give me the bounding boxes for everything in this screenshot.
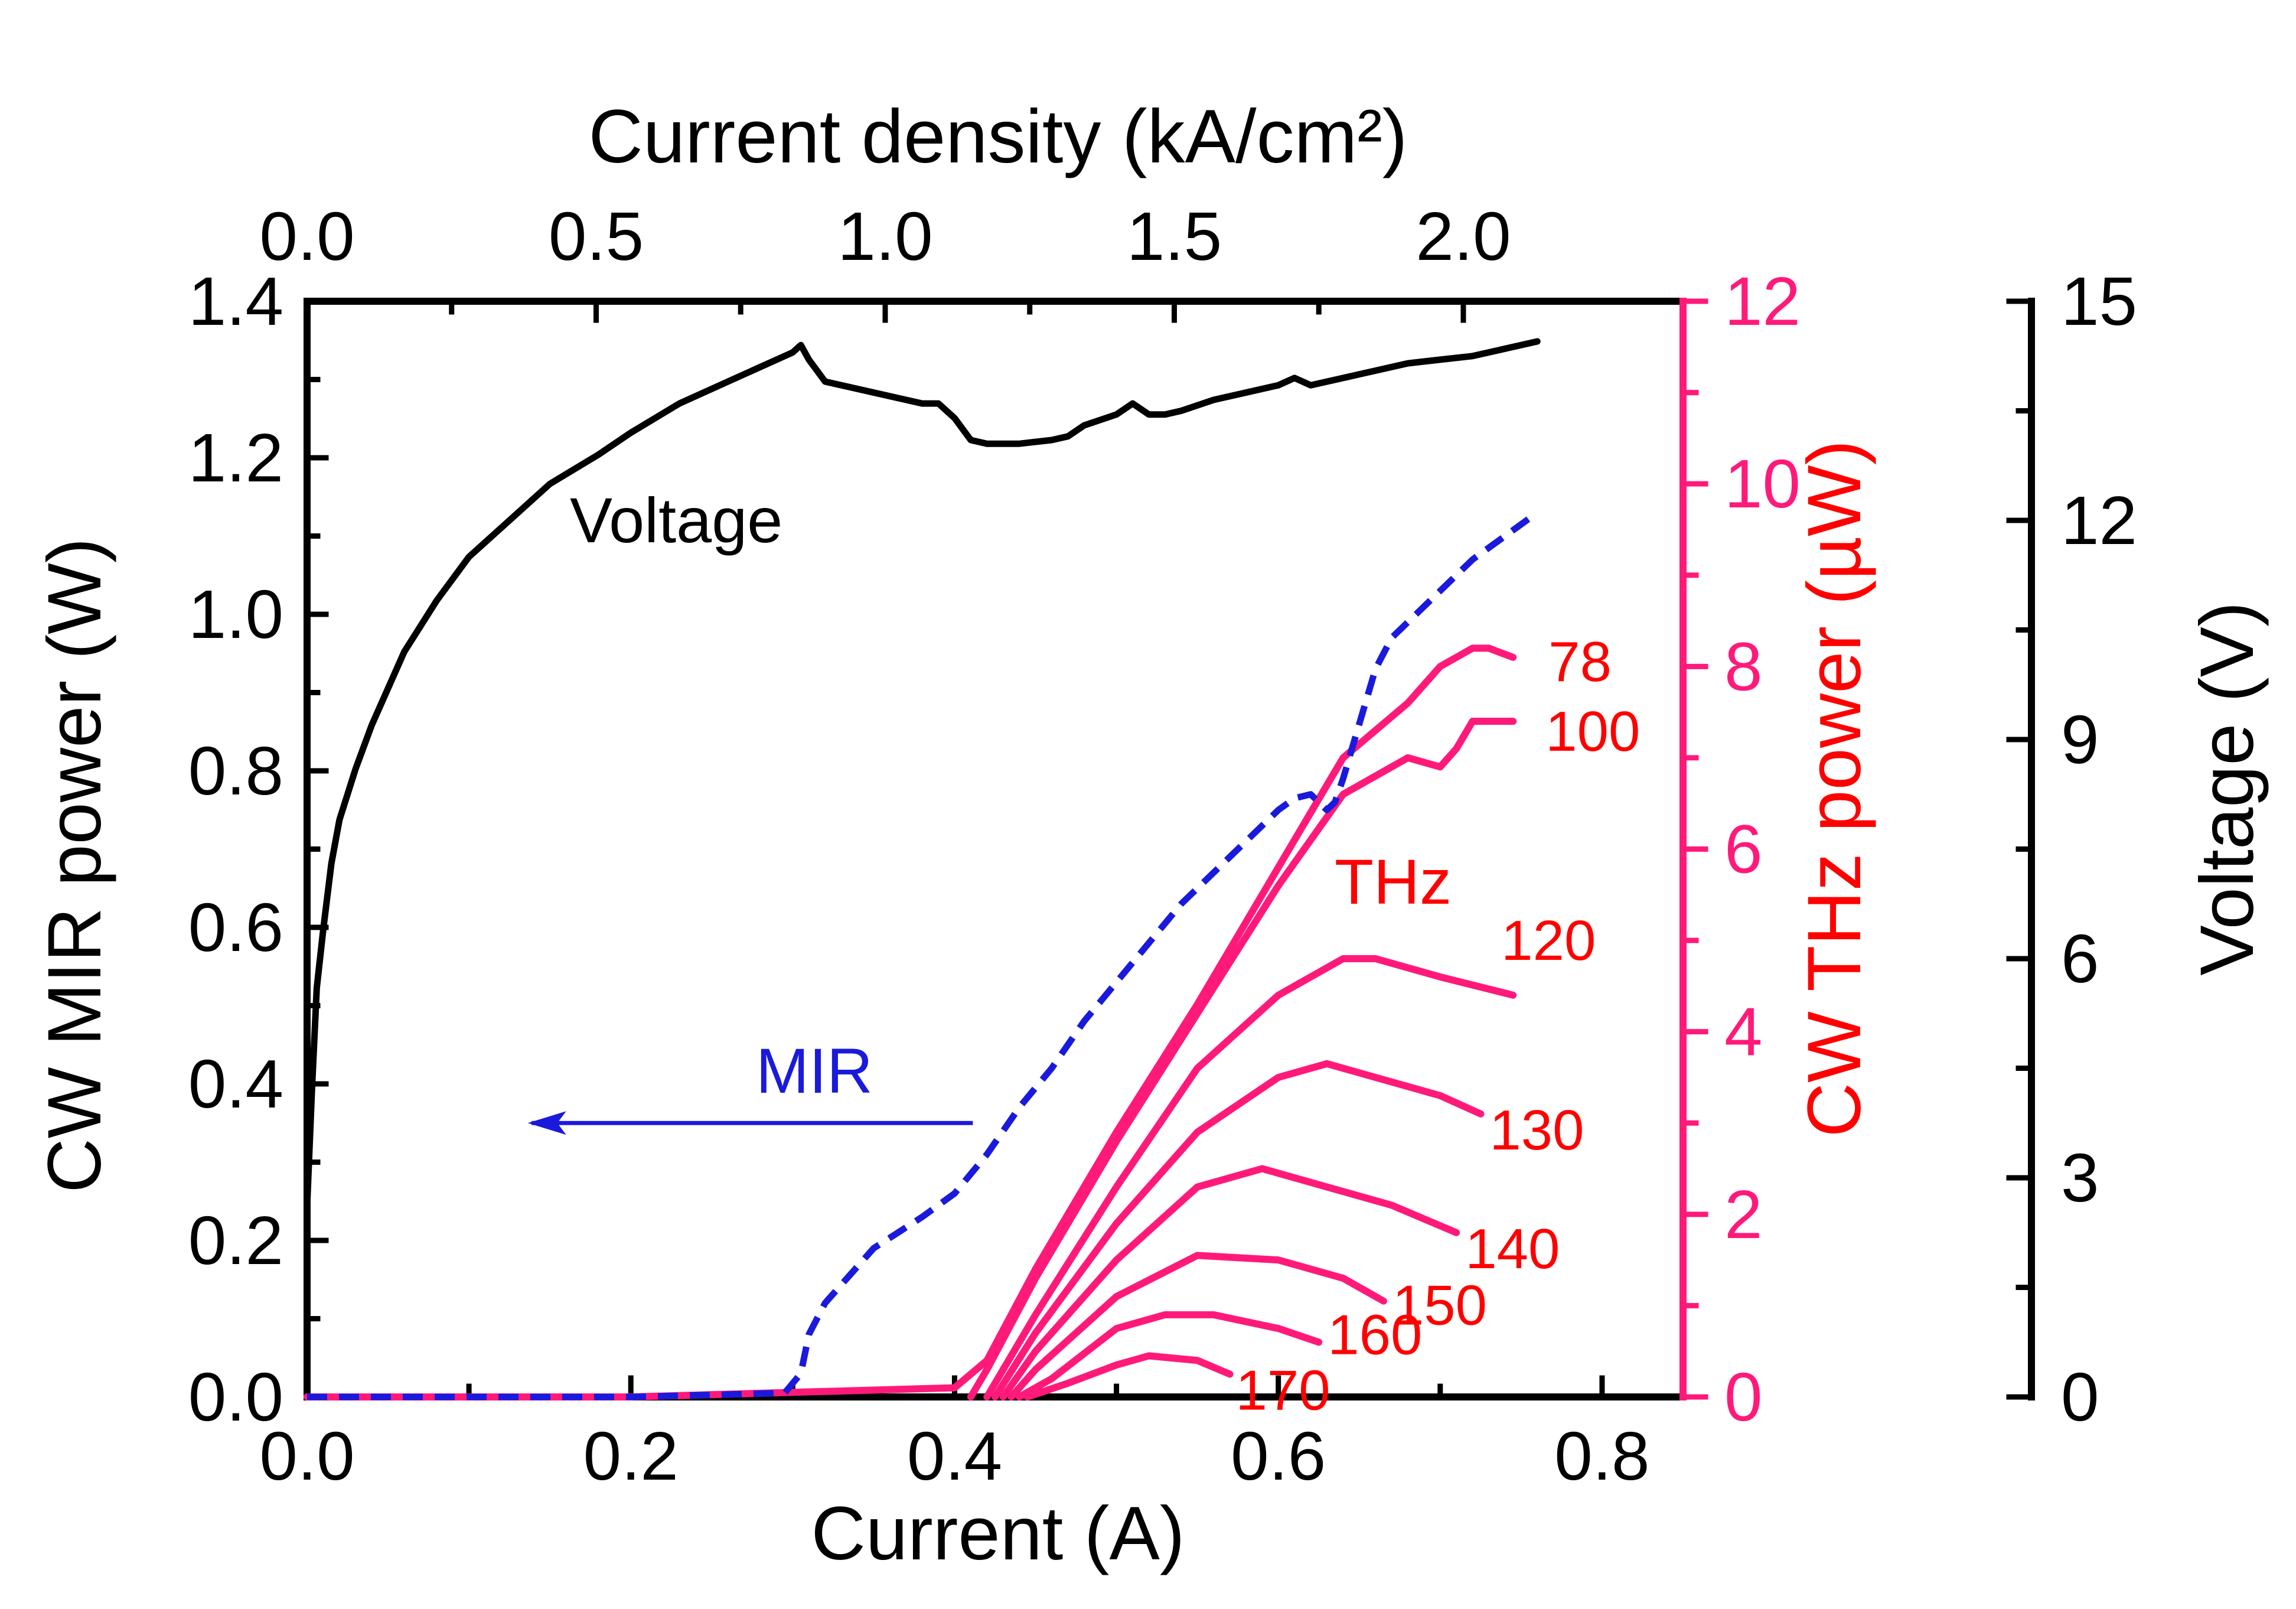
- thz-curve-label-120: 120: [1501, 909, 1596, 972]
- thz-curve-150: [1007, 1252, 1387, 1400]
- thz-curve-label-170: 170: [1235, 1359, 1330, 1422]
- x-top-tick-label: 0.5: [549, 198, 644, 275]
- thz-curve-170: [1023, 1352, 1234, 1400]
- x-tick-label: 0.6: [1231, 1418, 1326, 1494]
- plot-layer: 0.0 0.2 0.4 0.6 0.8 0.0 0.5 1.0 1.5 2.0 0.0 0.2 0.4 0…: [188, 198, 2137, 1494]
- y-right-tick-label: 8: [1724, 628, 1763, 705]
- thz-curve-160: [1016, 1311, 1323, 1400]
- thz-annotation: THz: [1335, 846, 1452, 917]
- y-far-right-tick-label: 15: [2061, 263, 2137, 340]
- thz-curve-label-160: 160: [1328, 1303, 1422, 1366]
- y-far-right-tick-label: 9: [2061, 701, 2099, 778]
- x-tick-label: 0.8: [1554, 1418, 1649, 1494]
- thz-curve-78: [304, 644, 1517, 1400]
- mir-arrow-head: [527, 1111, 566, 1135]
- x-top-tick-label: 1.5: [1127, 198, 1222, 275]
- top-x-axis-label: Current density (kA/cm²): [589, 95, 1408, 179]
- thz-curve-label-130: 130: [1489, 1099, 1584, 1162]
- y-left-tick-label: 0.8: [188, 732, 283, 809]
- y-left-tick-label: 1.4: [188, 263, 283, 340]
- thz-curve-label-140: 140: [1465, 1217, 1560, 1281]
- far-right-y-axis-label: Voltage (V): [2185, 601, 2269, 975]
- x-top-tick-label: 0.0: [259, 198, 354, 275]
- y-right-tick-label: 6: [1724, 811, 1763, 888]
- left-y-axis-label: CW MIR power (W): [32, 538, 117, 1193]
- thz-curve-label-78: 78: [1548, 630, 1612, 693]
- thz-curve-label-150: 150: [1392, 1274, 1487, 1337]
- mir-curve: [307, 510, 1540, 1400]
- y-left-tick-label: 1.2: [188, 419, 283, 496]
- thz-curve-140: [999, 1165, 1460, 1400]
- y-left-tick-label: 0.6: [188, 889, 283, 966]
- x-tick-label: 0.4: [907, 1418, 1002, 1494]
- y-left-tick-label: 0.0: [188, 1359, 283, 1435]
- right-y-axis-label: CW THz power (µW): [1792, 440, 1877, 1138]
- y-right-tick-label: 4: [1724, 994, 1763, 1070]
- y-right-tick-label: 2: [1724, 1176, 1763, 1253]
- mir-annotation: MIR: [756, 1035, 873, 1106]
- thz-curve-100: [967, 718, 1517, 1400]
- x-top-tick-label: 1.0: [837, 198, 932, 275]
- thz-curve-130: [992, 1060, 1485, 1400]
- voltage-annotation: Voltage: [570, 484, 782, 556]
- y-left-tick-label: 1.0: [188, 576, 283, 653]
- y-far-right-tick-label: 6: [2061, 920, 2099, 997]
- y-right-tick-label: 10: [1724, 445, 1801, 522]
- y-far-right-tick-label: 3: [2061, 1139, 2099, 1216]
- x-tick-label: 0.2: [583, 1418, 679, 1494]
- x-axis-label: Current (A): [811, 1491, 1185, 1576]
- voltage-curve: [304, 338, 1541, 1210]
- thz-curve-label-100: 100: [1545, 700, 1640, 763]
- y-far-right-tick-label: 0: [2061, 1359, 2099, 1435]
- y-right-tick-label: 0: [1724, 1359, 1763, 1435]
- y-left-tick-label: 0.2: [188, 1202, 283, 1279]
- x-tick-label: 0.0: [259, 1418, 354, 1494]
- y-left-tick-label: 0.4: [188, 1045, 283, 1122]
- y-far-right-tick-label: 12: [2061, 482, 2137, 559]
- thz-curve-120: [983, 955, 1517, 1400]
- y-right-tick-label: 12: [1724, 263, 1801, 340]
- x-top-tick-label: 2.0: [1416, 198, 1511, 275]
